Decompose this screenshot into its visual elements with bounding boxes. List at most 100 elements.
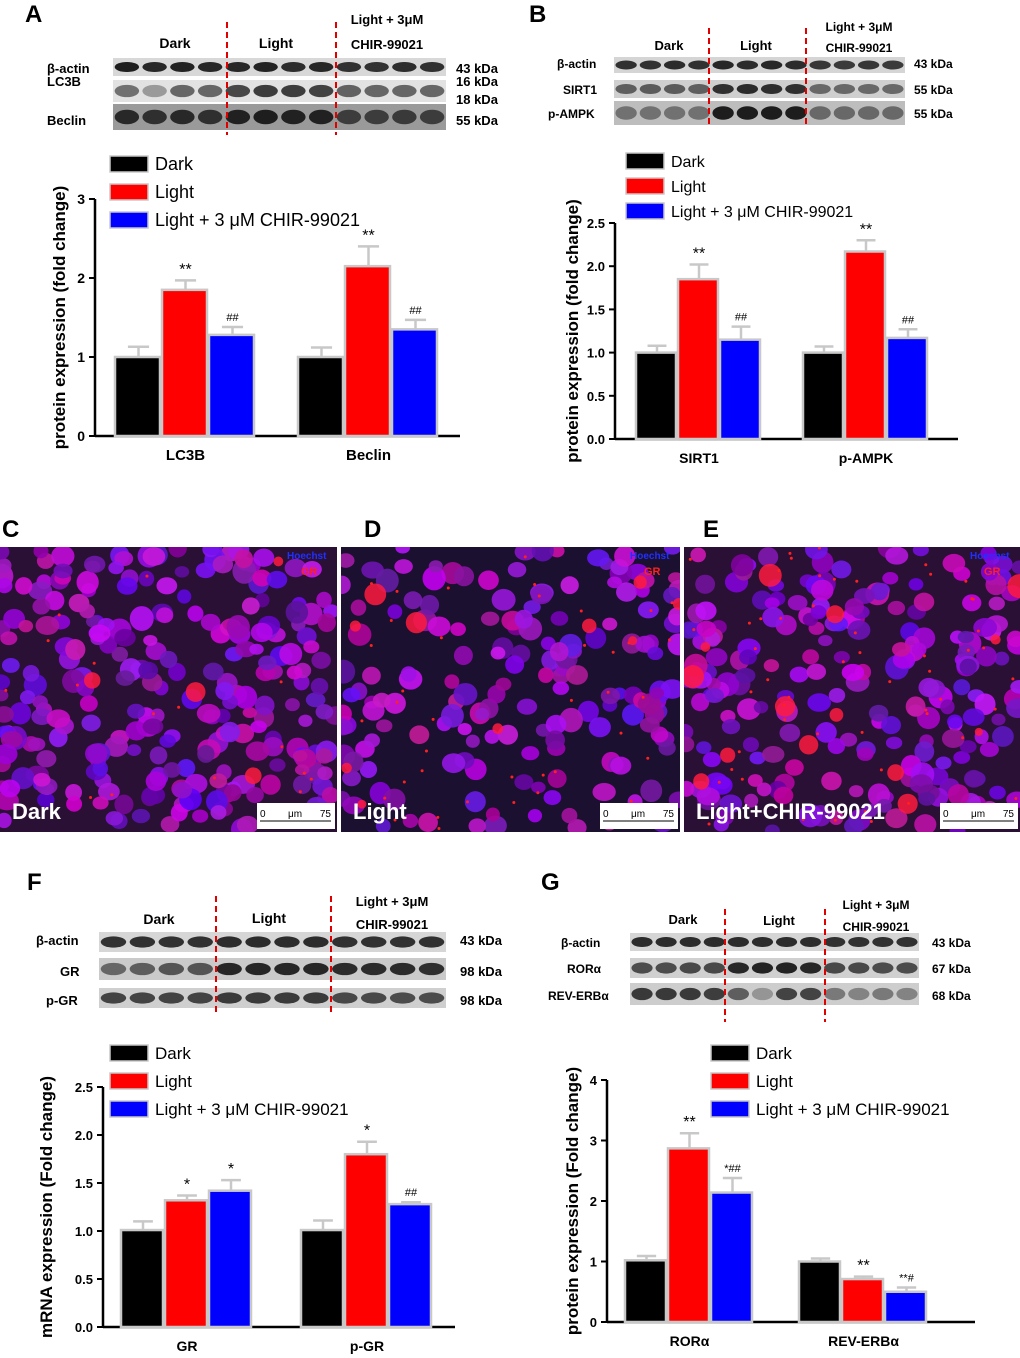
blot-band [800,962,822,974]
cell-nucleus [250,720,267,734]
cell-nucleus [538,667,554,684]
gr-dot [75,683,79,687]
cell-nucleus [285,698,300,712]
gr-dot [606,690,610,694]
chart-B: 0.0 0.5 1.0 1.5 2.0 2.5 protein expression (fo… [563,152,958,466]
blot-band [760,60,783,70]
gr-dot [641,695,645,699]
blot-band [663,83,686,95]
chart-A: 0 1 2 3 protein expression (fold change) ** ##… [50,154,460,464]
cell-nucleus [798,804,823,828]
cell-nucleus [341,704,352,724]
blot-band [631,962,653,974]
blot-band [419,61,445,73]
cell-nucleus [141,785,166,805]
cell-nucleus [918,792,936,806]
y-tick-label: 0.0 [587,432,605,447]
cell-nucleus [831,560,852,579]
blot-band [679,962,701,974]
cell-nucleus [450,622,466,636]
blot-band [663,60,686,70]
blot-band [392,109,417,125]
blot-B: Dark Light Light + 3μM CHIR-99021 β-actin 43 … [548,20,953,128]
blot-group-label: Light [259,35,294,51]
gr-dot [855,579,859,583]
gr-signal [581,618,597,634]
x-tick-label: RORα [670,1333,710,1349]
cell-nucleus [785,759,804,776]
chart-F: 0.0 0.5 1.0 1.5 2.0 2.5 mRNA expression (Fold … [37,1044,455,1354]
blot-row-label: p-AMPK [548,107,595,121]
cell-nucleus [475,707,490,721]
cell-nucleus [246,786,264,804]
cell-nucleus [649,687,665,700]
cell-nucleus [33,772,51,787]
blot-band [308,61,334,73]
blot-band [170,84,195,98]
cell-nucleus [828,687,846,703]
cell-nucleus [177,759,196,778]
scale-label: 0 [603,809,609,820]
blot-band [245,962,271,976]
y-tick-label: 2 [590,1194,597,1209]
cell-nucleus [33,547,49,559]
y-tick-label: 1 [77,349,85,365]
gr-dot [816,732,820,736]
blot-band [281,109,306,125]
cell-nucleus [647,646,664,661]
blot-band [245,936,271,948]
y-tick-label: 0.0 [75,1320,93,1335]
cell-nucleus [321,786,337,804]
cell-nucleus [763,659,780,673]
gr-signal [700,642,711,652]
bar [634,351,678,441]
gr-dot [627,641,631,645]
blot-band [615,60,637,70]
gr-dot [309,777,313,781]
blot-band [631,936,653,948]
cell-nucleus [145,771,167,791]
cell-nucleus [704,688,724,704]
cell-nucleus [802,649,819,665]
cell-nucleus [914,741,935,762]
gr-dot [740,777,744,781]
x-tick-label: p-GR [350,1338,384,1354]
blot-band [245,992,271,1004]
blot-band [142,61,167,73]
blot-band [615,83,637,95]
cell-nucleus [602,617,618,631]
blot-band [872,936,894,948]
gr-dot [879,768,883,772]
legend-label: Light [155,182,194,202]
gr-dot [922,654,926,658]
cell-nucleus [66,796,83,812]
blot-band [364,84,389,98]
significance-marker: ** [860,221,872,238]
cell-nucleus [210,805,227,820]
blot-kda-label: 43 kDa [460,933,503,948]
cell-nucleus [690,547,706,563]
blot-band [857,60,880,70]
cell-nucleus [364,733,380,748]
blot-group-label: Light [252,910,287,926]
cell-nucleus [684,736,695,753]
cell-nucleus [758,547,779,567]
cell-nucleus [465,734,480,748]
blot-band [129,992,156,1004]
cell-nucleus [974,693,996,716]
cell-nucleus [315,704,334,720]
blot-row-label: β-actin [47,61,90,76]
gr-dot [389,618,393,622]
gr-dot [465,800,469,804]
legend-swatch [710,1044,750,1062]
cell-nucleus [174,566,190,578]
cell-nucleus [32,598,51,615]
scale-label: 75 [1003,809,1015,820]
gr-signal [628,636,638,646]
cell-nucleus [478,570,499,591]
cell-nucleus [531,547,554,562]
stain-label-hoechst: Hoechst [970,551,1010,562]
bar [883,1290,928,1324]
blot-band [274,992,300,1004]
cell-nucleus [491,588,516,611]
